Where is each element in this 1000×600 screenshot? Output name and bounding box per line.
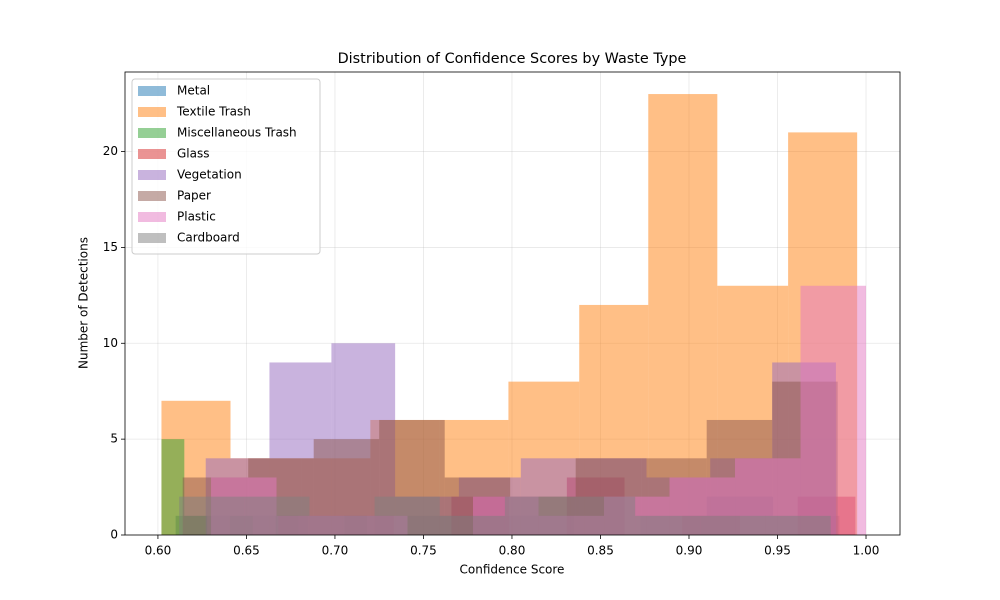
histogram-bar <box>700 515 766 535</box>
legend-label: Paper <box>177 189 211 203</box>
legend-label: Plastic <box>177 210 216 224</box>
legend-swatch <box>138 212 166 222</box>
histogram-bar <box>765 515 831 535</box>
legend-swatch <box>138 86 166 96</box>
histogram-bar <box>374 496 440 535</box>
legend-frame <box>131 78 321 255</box>
y-tick-label: 20 <box>103 144 118 158</box>
x-tick-label: 0.75 <box>410 544 437 558</box>
legend-swatch <box>138 128 166 138</box>
x-tick-label: 1.00 <box>853 544 880 558</box>
histogram-bar <box>309 515 375 535</box>
chart-title: Distribution of Confidence Scores by Was… <box>338 51 687 67</box>
legend-label: Textile Trash <box>176 105 251 119</box>
histogram-bar <box>244 496 310 535</box>
x-tick-label: 0.60 <box>145 544 172 558</box>
y-tick-label: 10 <box>103 336 118 350</box>
legend-swatch <box>138 107 166 117</box>
legend: Metal Textile Trash Miscellaneous Trash Gla… <box>131 78 321 255</box>
histogram-bar <box>439 515 505 535</box>
histogram-bar <box>635 515 701 535</box>
y-axis-label: Number of Detections <box>77 237 91 369</box>
legend-swatch <box>138 233 166 243</box>
y-tick-label: 0 <box>110 528 118 542</box>
legend-swatch <box>138 170 166 180</box>
histogram-bar <box>570 496 636 535</box>
histogram-bar <box>504 496 571 535</box>
x-tick-label: 0.65 <box>233 544 260 558</box>
y-tick-label: 5 <box>110 432 118 446</box>
x-tick-label: 0.85 <box>587 544 614 558</box>
legend-label: Metal <box>177 84 210 98</box>
histogram-bar <box>161 439 185 535</box>
plot-frame <box>124 71 901 536</box>
legend-label: Vegetation <box>177 168 242 182</box>
x-axis-label: Confidence Score <box>460 563 565 577</box>
x-tick-label: 0.95 <box>764 544 791 558</box>
legend-label: Glass <box>177 147 210 161</box>
x-tick-label: 0.90 <box>676 544 703 558</box>
legend-swatch <box>138 191 166 201</box>
histogram-bar <box>800 285 867 535</box>
legend-swatch <box>138 149 166 159</box>
x-tick-label: 0.70 <box>322 544 349 558</box>
x-tick-label: 0.80 <box>499 544 526 558</box>
legend-label: Cardboard <box>177 231 240 245</box>
legend-label: Miscellaneous Trash <box>177 126 297 140</box>
histogram-bar <box>179 496 245 535</box>
y-tick-label: 15 <box>103 240 118 254</box>
